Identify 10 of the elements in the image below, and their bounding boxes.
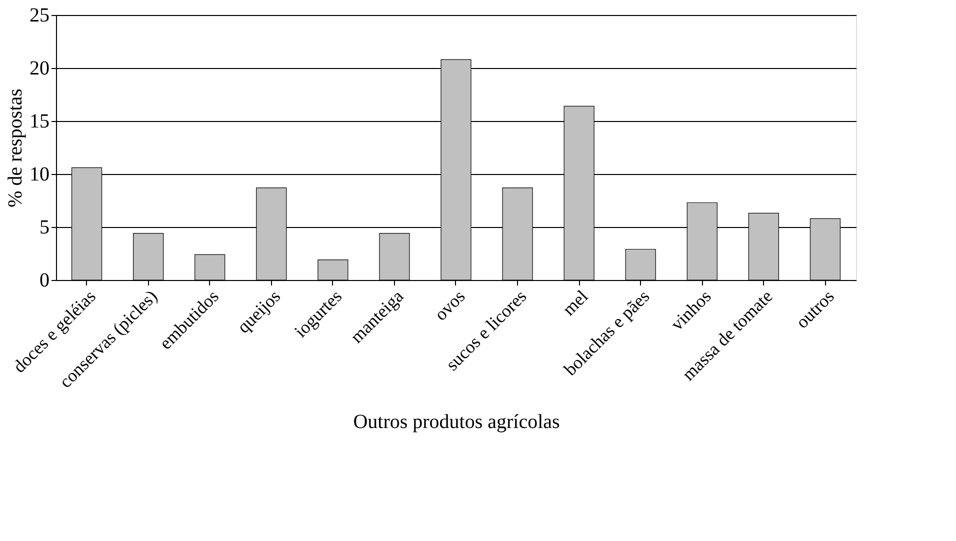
- y-tick-label: 10: [30, 164, 50, 186]
- x-tick-label: mel: [558, 286, 592, 320]
- y-tick-label: 15: [30, 110, 50, 132]
- y-tick-label: 20: [30, 58, 50, 80]
- y-tick-label: 25: [30, 4, 50, 26]
- y-tick-label: 0: [40, 270, 50, 292]
- x-tick-label: ovos: [430, 286, 469, 324]
- y-tick-label: 5: [40, 216, 50, 238]
- y-axis-title: % de respostas: [4, 88, 26, 208]
- x-axis-title: Outros produtos agrícolas: [353, 410, 560, 433]
